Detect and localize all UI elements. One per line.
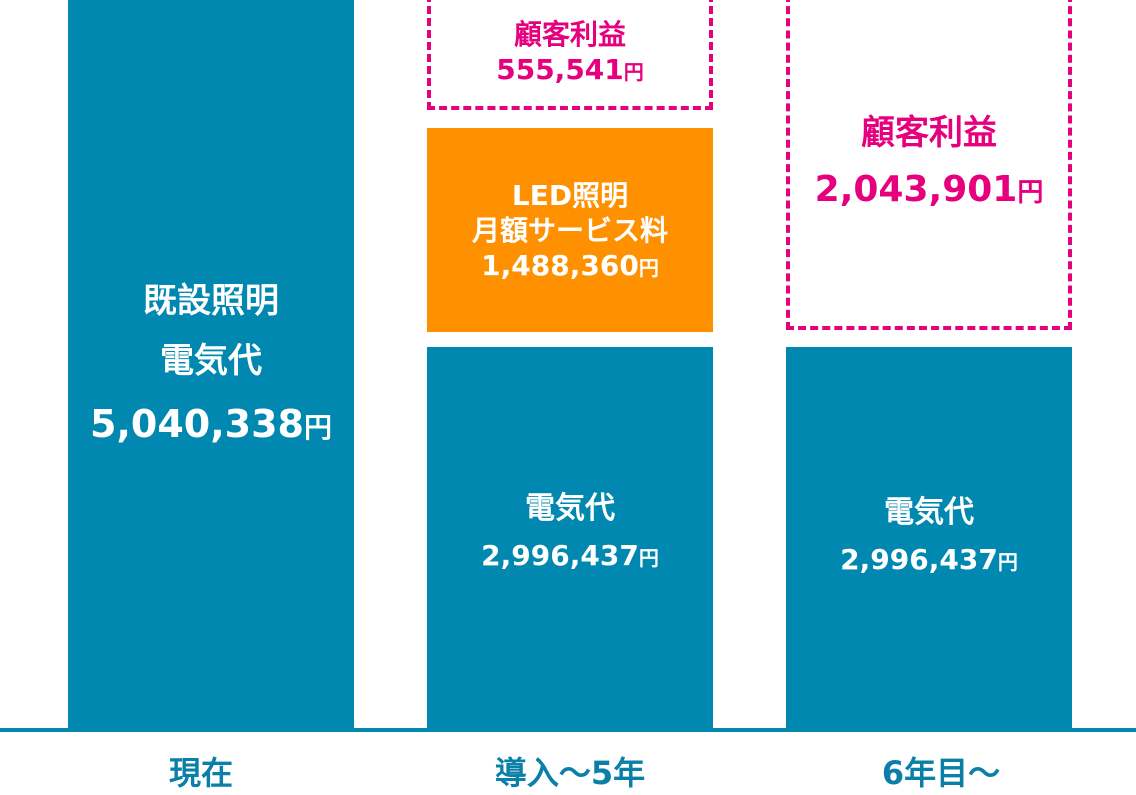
bar-value-label: 555,541円 (496, 52, 644, 87)
bar-value-label: 2,043,901円 (815, 167, 1044, 212)
yen-unit: 円 (997, 549, 1018, 574)
yen-unit: 円 (638, 545, 659, 570)
value-number: 5,040,338 (90, 401, 304, 446)
value-number: 2,996,437 (840, 542, 998, 576)
bar-label-line: 月額サービス料 (471, 213, 668, 247)
bar-label-line: 電気代 (160, 341, 262, 382)
bar-intro-electricity: 電気代 2,996,437円 (427, 347, 713, 728)
bar-label-line: 顧客利益 (513, 18, 626, 51)
bar-label-line: 電気代 (525, 491, 615, 527)
yen-unit: 円 (623, 60, 644, 84)
value-number: 555,541 (496, 53, 624, 86)
category-label-current: 現在 (168, 754, 233, 792)
category-label-intro-5-years: 導入～5年 (494, 754, 646, 792)
bar-value-label: 5,040,338円 (90, 401, 332, 449)
bar-label-line: 顧客利益 (861, 113, 997, 154)
category-label-year-6-onward: 6年目～ (881, 754, 1001, 792)
value-number: 1,488,360 (481, 248, 639, 282)
bar-label-line: LED照明 (511, 178, 629, 212)
x-axis-baseline (0, 728, 1136, 732)
bar-value-label: 2,996,437円 (481, 538, 659, 573)
bar-value-label: 2,996,437円 (840, 542, 1018, 577)
yen-unit: 円 (303, 410, 332, 444)
bar-value-label: 1,488,360円 (481, 248, 659, 283)
bar-current-electricity: 既設照明 電気代 5,040,338円 (68, 0, 354, 728)
bar-intro-customer-profit: 顧客利益 555,541円 (427, 0, 713, 110)
bar-label-line: 電気代 (884, 495, 974, 531)
value-number: 2,996,437 (481, 538, 639, 572)
bar-year6-customer-profit: 顧客利益 2,043,901円 (786, 0, 1072, 330)
bar-intro-led-service-fee: LED照明 月額サービス料 1,488,360円 (427, 128, 713, 332)
yen-unit: 円 (638, 255, 659, 280)
bar-label-line: 既設照明 (143, 280, 279, 321)
bar-year6-electricity: 電気代 2,996,437円 (786, 347, 1072, 728)
yen-unit: 円 (1017, 177, 1044, 208)
value-number: 2,043,901 (814, 168, 1018, 210)
